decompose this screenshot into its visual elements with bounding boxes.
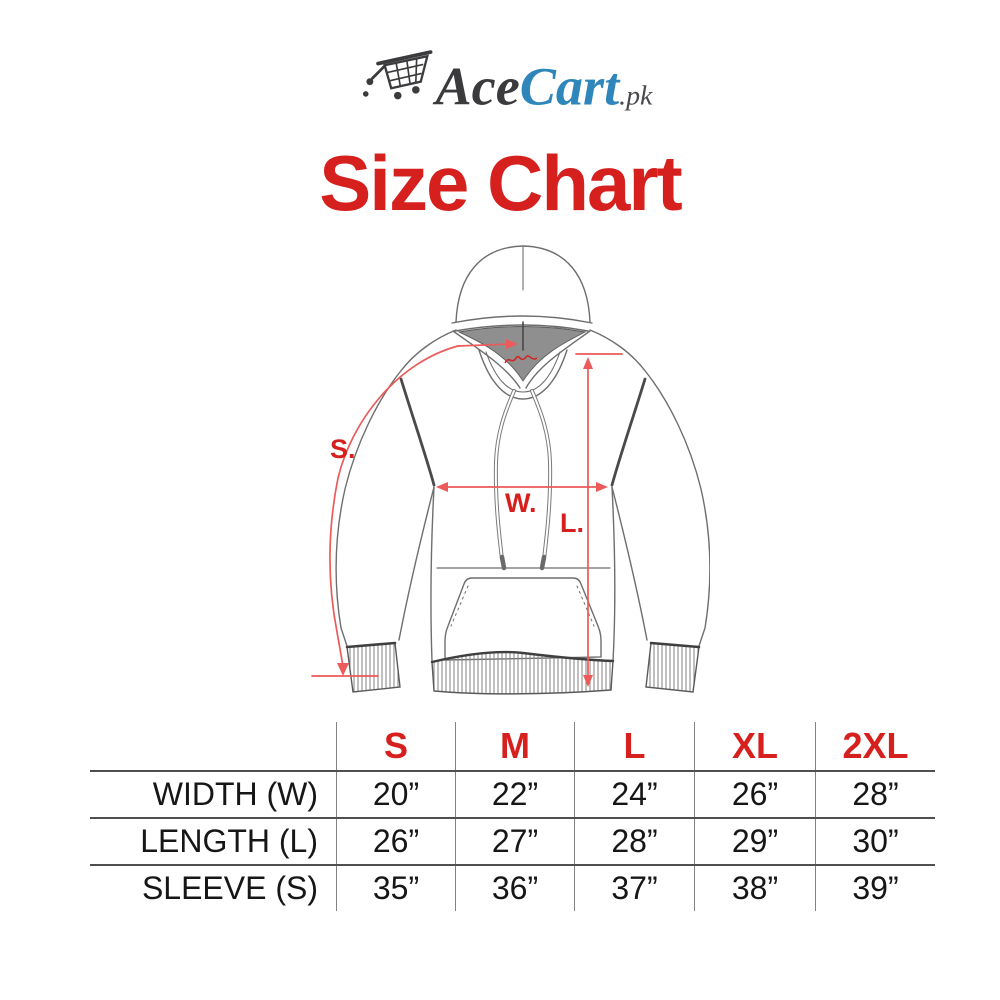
cell-value: 20” xyxy=(337,772,456,817)
hood-pointer-line xyxy=(457,343,511,347)
cell-value: 30” xyxy=(852,823,899,859)
cell-value: 36” xyxy=(456,866,575,911)
sleeve-measure-line xyxy=(329,345,459,667)
cell-value: 39” xyxy=(852,870,899,906)
cell-value: 35” xyxy=(337,866,456,911)
size-header-s: S xyxy=(337,722,456,770)
cell-value: 28” xyxy=(852,776,899,812)
cell-value: 24” xyxy=(575,772,695,817)
table-row-length: LENGTH (L) 26” 27” 28” 29” 30” xyxy=(90,819,935,866)
hood-brand-squiggle xyxy=(504,355,538,364)
hood-lining xyxy=(457,326,587,382)
cell-value: 22” xyxy=(456,772,575,817)
cell-value: 27” xyxy=(456,819,575,864)
logo-text-ace: Ace xyxy=(433,57,520,117)
row-label: SLEEVE (S) xyxy=(90,866,337,911)
cell-value: 26” xyxy=(337,819,456,864)
hoodie-outline xyxy=(335,245,710,695)
sleeve-label: S. xyxy=(330,434,356,464)
cell-value: 38” xyxy=(695,866,816,911)
logo-text-tld: .pk xyxy=(619,81,653,112)
size-table: S M L XL 2XL WIDTH (W) 20” 22” 24” 26” 2… xyxy=(90,722,935,911)
table-row-sleeve: SLEEVE (S) 35” 36” 37” 38” 39” xyxy=(90,866,935,911)
cell-value: 37” xyxy=(575,866,695,911)
row-label: LENGTH (L) xyxy=(90,819,337,864)
row-label: WIDTH (W) xyxy=(90,772,337,817)
page-title: Size Chart xyxy=(319,139,682,227)
logo-text-cart: Cart xyxy=(520,57,621,117)
cell-value: 26” xyxy=(695,772,816,817)
width-label: W. xyxy=(505,488,537,518)
length-label: L. xyxy=(560,508,584,538)
size-header-xl: XL xyxy=(695,722,816,770)
logo-wordmark: AceCart.pk xyxy=(433,57,654,117)
size-table-header-row: S M L XL 2XL xyxy=(90,722,935,772)
size-header-2xl: 2XL xyxy=(842,725,909,766)
acecart-logo: AceCart.pk xyxy=(362,50,654,117)
measurement-lines xyxy=(311,343,623,683)
size-header-l: L xyxy=(575,722,695,770)
cell-value: 28” xyxy=(575,819,695,864)
cell-value: 29” xyxy=(695,819,816,864)
measurement-arrowheads xyxy=(337,339,608,687)
size-header-m: M xyxy=(456,722,575,770)
table-row-width: WIDTH (W) 20” 22” 24” 26” 28” xyxy=(90,772,935,819)
shopping-cart-icon xyxy=(362,50,433,100)
hoodie-illustration: S. W. L. xyxy=(311,245,710,695)
size-table-corner-cell xyxy=(90,722,337,770)
kangaroo-pocket xyxy=(444,577,602,661)
